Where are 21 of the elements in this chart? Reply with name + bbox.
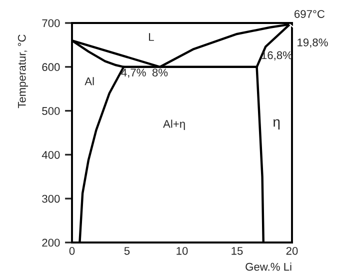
annotation: 8% — [152, 68, 168, 76]
y-tick-label: 600 — [42, 63, 60, 72]
x-tick-label: 10 — [176, 246, 188, 255]
y-tick-label: 700 — [42, 19, 60, 28]
y-axis-title: Temperatur, °C — [18, 34, 28, 108]
x-axis-title: Gew.% Li — [246, 262, 292, 271]
y-tick-label: 500 — [42, 107, 60, 115]
x-tick-label: 20 — [286, 246, 298, 255]
y-tick-label: 300 — [42, 194, 60, 203]
x-tick-label: 15 — [232, 247, 243, 255]
annotation: η — [273, 119, 280, 130]
x-tick-label: 0 — [69, 246, 75, 255]
annotation: 4,7% — [121, 68, 146, 78]
annotation: 19,8% — [298, 38, 328, 48]
annotation: 697°C — [294, 10, 325, 18]
annotation: L — [149, 33, 154, 41]
x-tick-label: 5 — [124, 247, 130, 255]
annotation: Al — [84, 77, 94, 86]
y-tick-label: 200 — [42, 238, 60, 247]
annotation: Al+η — [163, 120, 185, 130]
y-tick-label: 400 — [42, 150, 60, 159]
